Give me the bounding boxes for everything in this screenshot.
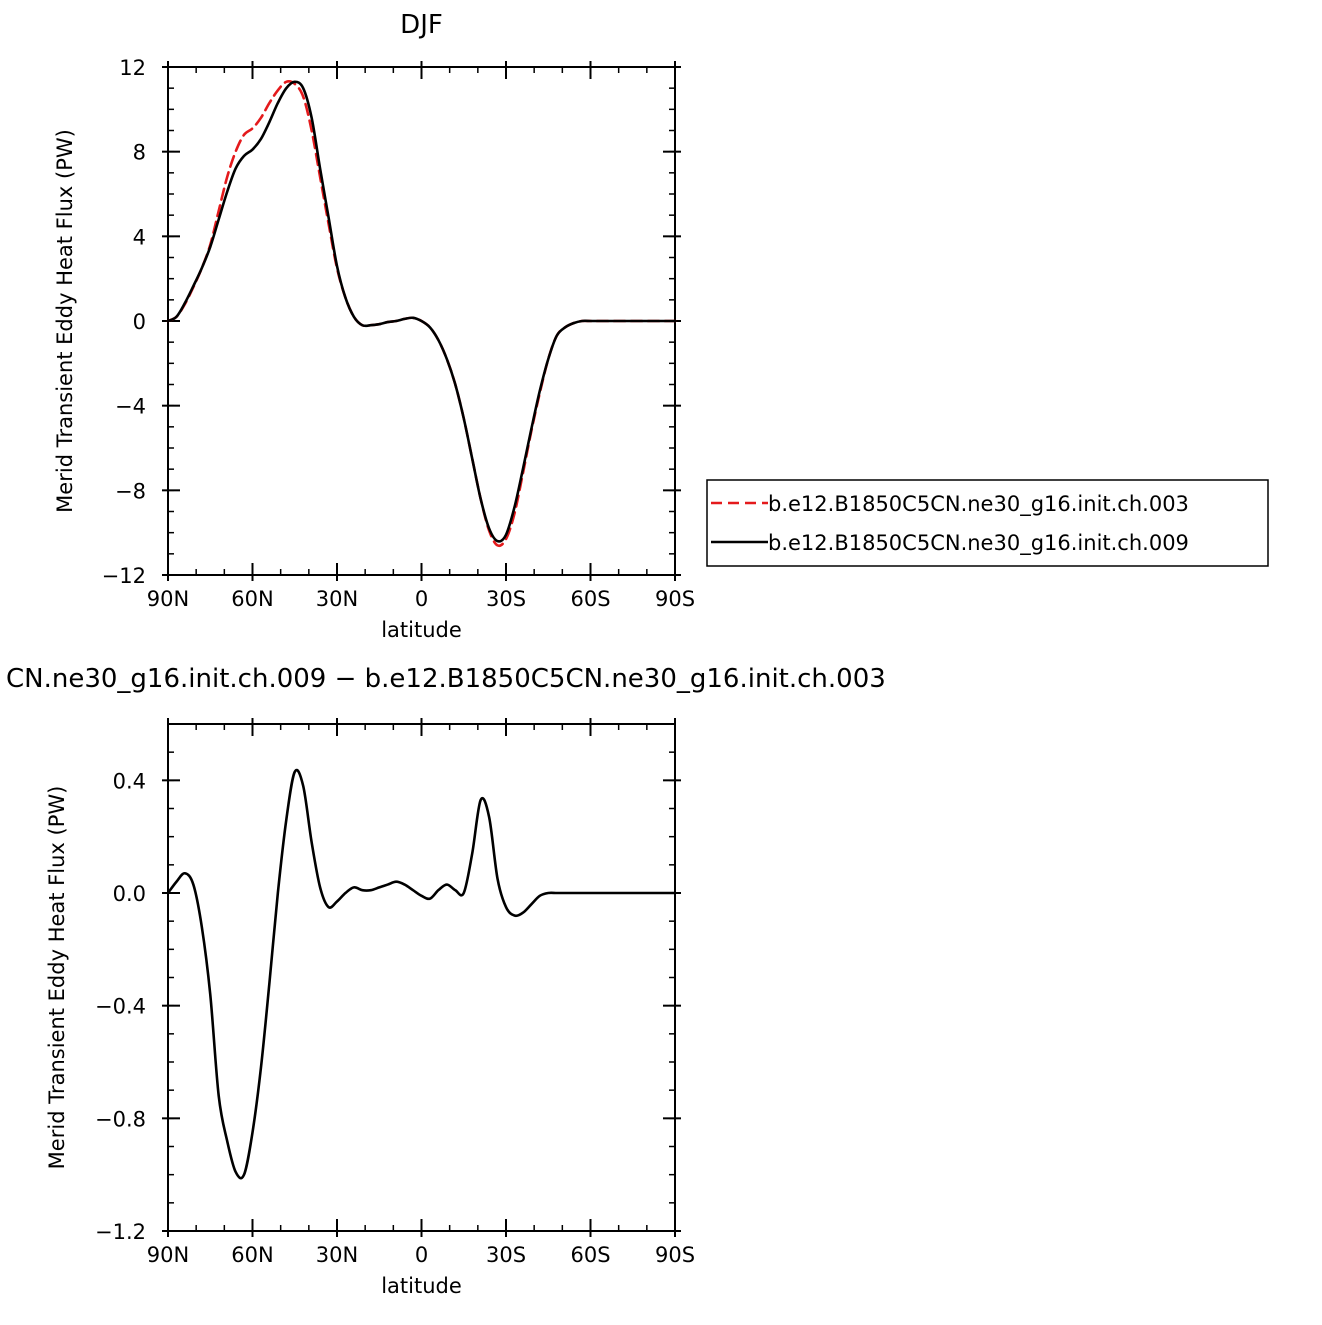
x-tick-label: 90N: [147, 1243, 189, 1267]
bottom-series-group: [166, 768, 677, 1180]
x-tick-label: 60N: [231, 587, 273, 611]
x-tick-label: 30S: [486, 1243, 526, 1267]
bottom-x-axis-label: latitude: [381, 1274, 462, 1298]
y-tick-label: 0.4: [113, 769, 146, 793]
y-tick-label: 4: [133, 225, 146, 249]
top-series-group: [166, 80, 677, 548]
y-tick-label: 0.0: [113, 882, 146, 906]
y-tick-label: 8: [133, 141, 146, 165]
bottom-y-axis-label: Merid Transient Eddy Heat Flux (PW): [45, 786, 69, 1170]
y-tick-label: −1.2: [95, 1220, 146, 1244]
y-tick-label: −4: [115, 395, 146, 419]
x-tick-label: 30N: [316, 1243, 358, 1267]
top-x-axis-label: latitude: [381, 618, 462, 642]
bottom-chart-title: CN.ne30_g16.init.ch.009 − b.e12.B1850C5C…: [6, 664, 886, 694]
x-tick-label: 60S: [570, 587, 610, 611]
x-tick-label: 30N: [316, 587, 358, 611]
legend-box: [706, 479, 1269, 567]
top-chart-title: DJF: [400, 10, 443, 40]
top-axis-ticks: 90N 60N 30N 0 30S 60S 90S −12 −8 −4 0 4 8 12: [102, 56, 695, 611]
x-tick-label: 30S: [486, 587, 526, 611]
bottom-panel: CN.ne30_g16.init.ch.009 − b.e12.B1850C5C…: [6, 664, 886, 1298]
legend: b.e12.B1850C5CN.ne30_g16.init.ch.003 b.e…: [706, 479, 1269, 567]
x-tick-label: 90S: [655, 1243, 695, 1267]
y-tick-label: −12: [102, 564, 146, 588]
x-tick-label: 60S: [570, 1243, 610, 1267]
bottom-plot-frame: [167, 723, 676, 1232]
x-tick-label: 60N: [231, 1243, 273, 1267]
top-y-axis-label: Merid Transient Eddy Heat Flux (PW): [53, 129, 77, 513]
x-tick-label: 90S: [655, 587, 695, 611]
x-tick-label: 0: [415, 587, 428, 611]
legend-entry-series-009: b.e12.B1850C5CN.ne30_g16.init.ch.009: [768, 531, 1189, 556]
y-tick-label: −0.8: [95, 1107, 146, 1131]
legend-entry-series-003: b.e12.B1850C5CN.ne30_g16.init.ch.003: [768, 492, 1189, 517]
y-tick-label: 0: [133, 310, 146, 334]
x-tick-label: 0: [415, 1243, 428, 1267]
y-tick-label: −0.4: [95, 995, 146, 1019]
y-tick-label: 12: [119, 56, 146, 80]
top-panel: DJF 90N 60N 30N 0 30S 60S 90S −12 −8 −4 0 4 8 12 lati…: [53, 10, 1269, 642]
series-line-1: [166, 80, 677, 543]
bottom-axis-ticks: 90N 60N 30N 0 30S 60S 90S −1.2 −0.8 −0.4 0.0 0.4: [95, 718, 695, 1267]
x-tick-label: 90N: [147, 587, 189, 611]
series-line-0: [166, 80, 677, 548]
y-tick-label: −8: [115, 479, 146, 503]
series-line-0: [166, 768, 677, 1180]
